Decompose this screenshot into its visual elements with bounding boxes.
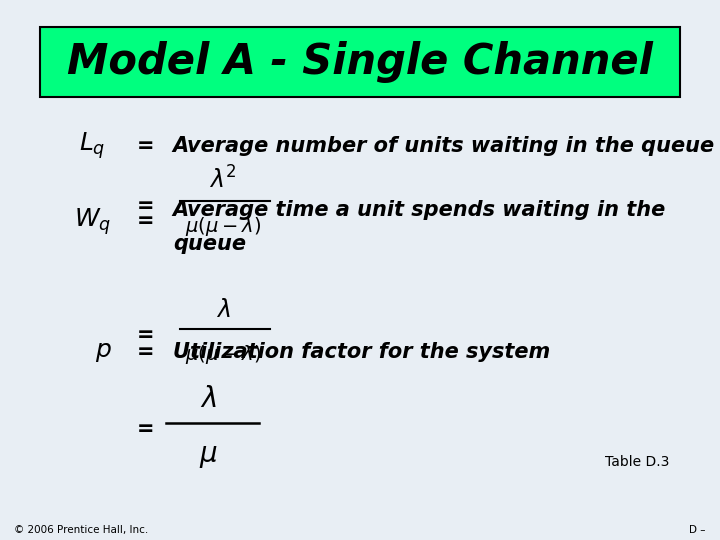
Text: $W_q$: $W_q$ [74,206,112,237]
Text: © 2006 Prentice Hall, Inc.: © 2006 Prentice Hall, Inc. [14,525,148,535]
Text: $p$: $p$ [95,340,112,364]
Text: =: = [137,419,154,440]
Text: queue: queue [173,234,246,254]
Text: =: = [137,136,154,156]
Text: $\lambda$: $\lambda$ [216,298,230,322]
Text: $L_q$: $L_q$ [79,131,106,161]
Text: $\lambda$: $\lambda$ [200,385,217,413]
Text: Table D.3: Table D.3 [606,455,670,469]
Text: =: = [137,211,154,232]
Text: D –: D – [689,525,706,535]
Text: $\mu(\mu - \lambda)$: $\mu(\mu - \lambda)$ [185,215,261,238]
Text: Average number of units waiting in the queue: Average number of units waiting in the q… [173,136,715,156]
Text: $\mu$: $\mu$ [199,442,218,470]
Text: $\lambda^2$: $\lambda^2$ [210,167,237,194]
Text: $\mu(\mu - \lambda)$: $\mu(\mu - \lambda)$ [185,343,261,366]
Text: Model A - Single Channel: Model A - Single Channel [67,41,653,83]
Text: Utilization factor for the system: Utilization factor for the system [173,342,550,362]
Text: =: = [137,325,154,345]
FancyBboxPatch shape [40,27,680,97]
Text: =: = [137,342,154,362]
Text: Average time a unit spends waiting in the: Average time a unit spends waiting in th… [173,199,666,220]
Text: =: = [137,196,154,217]
